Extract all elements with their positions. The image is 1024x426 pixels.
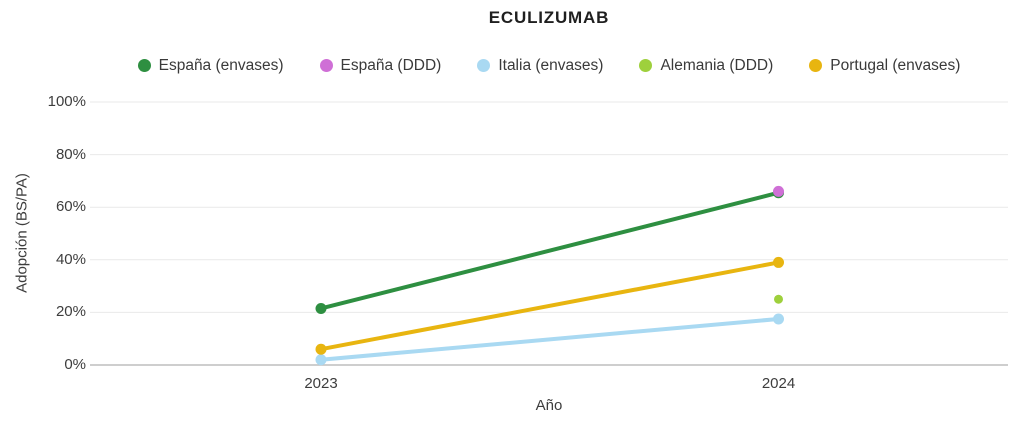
x-tick-label: 2024 bbox=[761, 375, 796, 392]
legend-dot-icon bbox=[477, 59, 491, 73]
y-tick-label: 60% bbox=[55, 198, 86, 216]
legend-label: Italia (envases) bbox=[498, 57, 604, 74]
legend-dot-icon bbox=[639, 59, 653, 73]
data-point bbox=[773, 256, 784, 268]
legend-item-1[interactable]: España (DDD) bbox=[319, 57, 442, 74]
legend-dot-icon bbox=[319, 59, 333, 73]
data-point bbox=[773, 313, 784, 325]
data-point bbox=[315, 302, 327, 314]
x-tick-label: 2023 bbox=[304, 375, 338, 392]
series-line-0 bbox=[319, 190, 781, 311]
data-point bbox=[315, 354, 327, 366]
legend-label: España (envases) bbox=[158, 57, 284, 74]
data-point bbox=[315, 343, 327, 355]
legend-item-2[interactable]: Italia (envases) bbox=[477, 58, 603, 74]
series-line-2 bbox=[319, 316, 781, 362]
x-axis-title: Año bbox=[535, 397, 563, 414]
legend: España (envases) España (DDD) Italia (enva… bbox=[90, 58, 1008, 74]
legend-item-0[interactable]: España (envases) bbox=[137, 57, 284, 74]
chart-title: ECULIZUMAB bbox=[488, 8, 610, 27]
y-tick-label: 20% bbox=[55, 303, 86, 321]
legend-dot-icon bbox=[809, 59, 823, 73]
legend-item-3[interactable]: Alemania (DDD) bbox=[639, 58, 773, 74]
legend-dot-icon bbox=[137, 59, 151, 73]
series-line-4 bbox=[319, 260, 781, 352]
legend-label: Portugal (envases) bbox=[830, 57, 961, 74]
y-tick-label: 80% bbox=[55, 145, 86, 163]
legend-label: España (DDD) bbox=[340, 57, 442, 74]
y-tick-label: 100% bbox=[47, 93, 86, 110]
legend-label: Alemania (DDD) bbox=[660, 57, 774, 74]
y-tick-label: 0% bbox=[64, 356, 86, 373]
data-point bbox=[774, 294, 783, 304]
data-point bbox=[773, 185, 784, 197]
legend-item-4[interactable]: Portugal (envases) bbox=[809, 58, 960, 74]
y-tick-label: 40% bbox=[55, 250, 86, 268]
